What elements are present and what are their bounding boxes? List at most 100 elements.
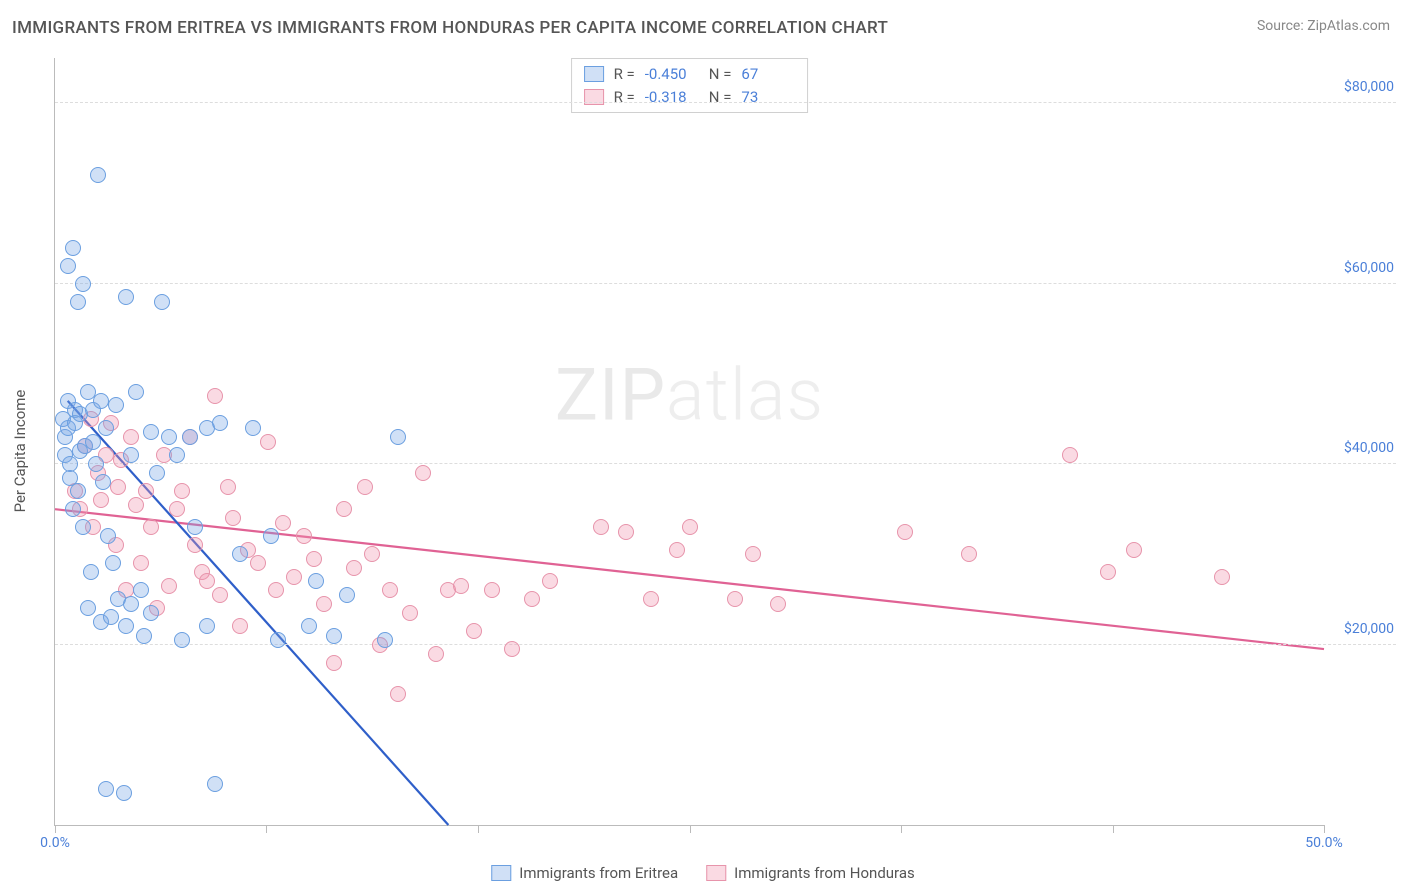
y-tick-label: $80,000	[1330, 79, 1394, 95]
data-point-eritrea	[88, 456, 104, 472]
data-point-eritrea	[93, 393, 109, 409]
y-tick-label: $40,000	[1330, 440, 1394, 456]
legend-bottom: Immigrants from Eritrea Immigrants from …	[491, 864, 914, 882]
data-point-eritrea	[199, 618, 215, 634]
data-point-honduras	[357, 479, 373, 495]
data-point-honduras	[402, 605, 418, 621]
data-point-honduras	[336, 501, 352, 517]
data-point-honduras	[260, 434, 276, 450]
chart-frame: Per Capita Income ZIPatlas R =-0.450 N =…	[50, 58, 1396, 844]
data-point-eritrea	[187, 519, 203, 535]
data-point-honduras	[897, 524, 913, 540]
data-point-honduras	[174, 483, 190, 499]
x-tick	[690, 825, 691, 833]
x-tick	[1324, 825, 1325, 833]
data-point-eritrea	[105, 555, 121, 571]
data-point-honduras	[727, 591, 743, 607]
data-point-honduras	[93, 492, 109, 508]
data-point-eritrea	[80, 600, 96, 616]
chart-title: IMMIGRANTS FROM ERITREA VS IMMIGRANTS FR…	[12, 18, 888, 38]
data-point-honduras	[128, 497, 144, 513]
data-point-eritrea	[108, 397, 124, 413]
data-point-honduras	[346, 560, 362, 576]
data-point-honduras	[961, 546, 977, 562]
data-point-honduras	[110, 479, 126, 495]
data-point-eritrea	[83, 564, 99, 580]
data-point-honduras	[143, 519, 159, 535]
data-point-eritrea	[70, 483, 86, 499]
data-point-honduras	[453, 578, 469, 594]
data-point-honduras	[123, 429, 139, 445]
data-point-honduras	[138, 483, 154, 499]
legend-item-honduras: Immigrants from Honduras	[706, 864, 915, 882]
data-point-honduras	[232, 618, 248, 634]
data-point-honduras	[466, 623, 482, 639]
data-point-honduras	[326, 655, 342, 671]
legend-label-honduras: Immigrants from Honduras	[734, 864, 915, 882]
data-point-eritrea	[161, 429, 177, 445]
data-point-honduras	[275, 515, 291, 531]
data-point-honduras	[268, 582, 284, 598]
data-point-eritrea	[154, 294, 170, 310]
data-point-honduras	[286, 569, 302, 585]
x-tick	[901, 825, 902, 833]
data-point-eritrea	[90, 167, 106, 183]
data-point-eritrea	[169, 447, 185, 463]
x-tick	[1113, 825, 1114, 833]
data-point-eritrea	[98, 420, 114, 436]
trend-lines	[55, 58, 1324, 825]
swatch-honduras-bottom	[706, 865, 726, 881]
data-point-eritrea	[143, 424, 159, 440]
data-point-honduras	[542, 573, 558, 589]
data-point-eritrea	[326, 628, 342, 644]
data-point-eritrea	[377, 632, 393, 648]
data-point-eritrea	[85, 434, 101, 450]
x-tick-label: 50.0%	[1305, 835, 1343, 851]
data-point-eritrea	[70, 294, 86, 310]
data-point-eritrea	[212, 415, 228, 431]
y-axis-label: Per Capita Income	[11, 390, 29, 513]
data-point-eritrea	[128, 384, 144, 400]
data-point-honduras	[682, 519, 698, 535]
data-point-eritrea	[103, 609, 119, 625]
data-point-honduras	[504, 641, 520, 657]
legend-item-eritrea: Immigrants from Eritrea	[491, 864, 678, 882]
data-point-honduras	[212, 587, 228, 603]
data-point-eritrea	[301, 618, 317, 634]
x-tick-label: 0.0%	[40, 835, 70, 851]
data-point-eritrea	[308, 573, 324, 589]
gridline	[55, 283, 1396, 284]
data-point-honduras	[415, 465, 431, 481]
data-point-honduras	[161, 578, 177, 594]
data-point-eritrea	[65, 240, 81, 256]
data-point-honduras	[618, 524, 634, 540]
legend-label-eritrea: Immigrants from Eritrea	[519, 864, 678, 882]
data-point-eritrea	[207, 776, 223, 792]
data-point-honduras	[428, 646, 444, 662]
x-tick	[55, 825, 56, 833]
data-point-eritrea	[143, 605, 159, 621]
data-point-honduras	[770, 596, 786, 612]
data-point-honduras	[187, 537, 203, 553]
data-point-honduras	[669, 542, 685, 558]
data-point-eritrea	[65, 501, 81, 517]
data-point-honduras	[199, 573, 215, 589]
data-point-eritrea	[95, 474, 111, 490]
data-point-honduras	[133, 555, 149, 571]
data-point-eritrea	[136, 628, 152, 644]
plot-area: ZIPatlas R =-0.450 N =67 R =-0.318 N =73…	[54, 58, 1324, 826]
data-point-eritrea	[149, 465, 165, 481]
y-tick-label: $20,000	[1330, 621, 1394, 637]
data-point-eritrea	[182, 429, 198, 445]
data-point-eritrea	[339, 587, 355, 603]
gridline	[55, 644, 1396, 645]
data-point-honduras	[207, 388, 223, 404]
x-tick	[478, 825, 479, 833]
data-point-honduras	[1126, 542, 1142, 558]
data-point-eritrea	[174, 632, 190, 648]
data-point-honduras	[169, 501, 185, 517]
data-point-honduras	[306, 551, 322, 567]
data-point-honduras	[643, 591, 659, 607]
gridline	[55, 102, 1396, 103]
data-point-eritrea	[98, 781, 114, 797]
